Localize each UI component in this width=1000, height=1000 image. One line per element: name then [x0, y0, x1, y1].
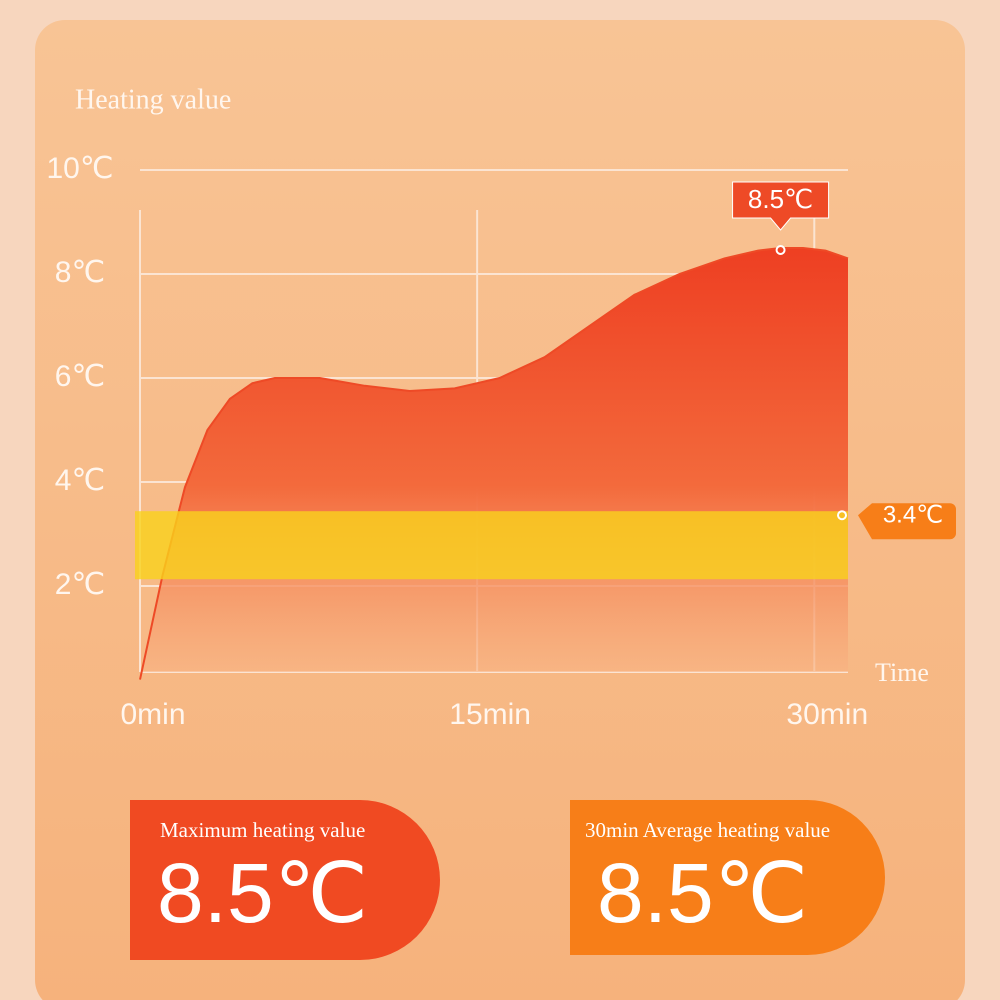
- peak-label: 8.5℃: [748, 184, 813, 214]
- y-tick-label: 6℃: [55, 360, 105, 393]
- y-axis-title: Heating value: [75, 84, 231, 115]
- peak-callout: [732, 181, 830, 231]
- average-band: [135, 511, 848, 580]
- card-value: 8.5℃: [157, 846, 368, 940]
- area-line: [139, 247, 849, 680]
- average-label: 3.4℃: [883, 502, 943, 529]
- peak-marker: [775, 245, 786, 255]
- card: [130, 800, 440, 960]
- card-value: 8.5℃: [597, 846, 808, 940]
- y-tick-label: 4℃: [55, 464, 105, 497]
- card-title: 30min Average heating value: [585, 818, 830, 842]
- y-tick-label: 10℃: [46, 152, 113, 185]
- y-tick-label: 8℃: [55, 256, 105, 289]
- x-tick-label: 30min: [786, 698, 868, 731]
- card-title: Maximum heating value: [160, 818, 365, 842]
- x-tick-label: 0min: [120, 698, 185, 731]
- average-callout: [858, 503, 956, 540]
- average-marker: [837, 510, 847, 521]
- card: [570, 800, 885, 955]
- y-tick-label: 2℃: [55, 568, 105, 601]
- x-tick-label: 15min: [449, 698, 531, 731]
- x-axis-title: Time: [875, 658, 929, 687]
